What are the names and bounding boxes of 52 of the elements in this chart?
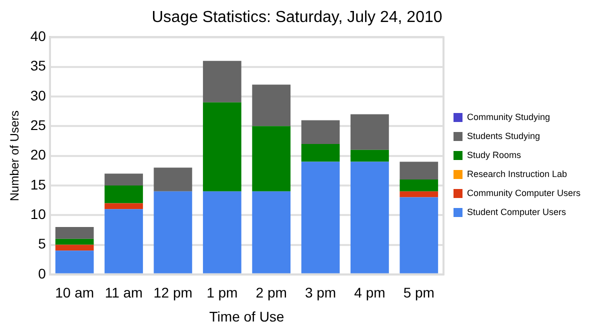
x-tick-label: 11 am: [104, 284, 143, 301]
legend-label: Community Studying: [467, 112, 550, 122]
x-tick-label: 5 pm: [403, 284, 434, 301]
bar: [252, 126, 291, 192]
y-tick-label: 35: [30, 58, 46, 74]
x-tick-label: 4 pm: [354, 284, 386, 301]
y-tick-label: 40: [30, 28, 46, 44]
y-tick-label: 10: [30, 206, 46, 222]
legend-label: Community Computer Users: [467, 188, 582, 198]
y-tick-label: 20: [30, 146, 46, 163]
bar: [55, 250, 94, 274]
legend-label: Students Studying: [467, 130, 540, 141]
x-tick-label: 10 am: [55, 284, 94, 301]
bar: [154, 168, 192, 192]
bar: [350, 150, 389, 162]
bar: [55, 226, 94, 239]
y-tick-label: 15: [30, 176, 46, 192]
bar: [202, 60, 242, 102]
bar: [104, 185, 143, 204]
bar: [104, 203, 143, 210]
x-axis-title: Time of Use: [209, 308, 284, 324]
bar: [400, 197, 438, 274]
legend-label: Study Rooms: [467, 150, 522, 160]
bar: [400, 191, 438, 198]
bar: [55, 238, 94, 245]
bar: [202, 191, 242, 274]
x-tick-label: 2 pm: [256, 284, 287, 301]
bar: [154, 191, 192, 274]
bar: [350, 162, 389, 274]
bar: [301, 120, 340, 144]
bar: [400, 162, 438, 180]
bar: [350, 114, 389, 150]
legend-label: Research Instruction Lab: [467, 168, 568, 179]
y-tick-label: 30: [30, 87, 46, 104]
y-tick-label: 25: [30, 117, 46, 134]
bar: [400, 180, 438, 192]
y-tick-label: 0: [38, 265, 46, 282]
bar: [301, 162, 340, 274]
bar: [104, 209, 143, 274]
chart-title: Usage Statistics: Saturday, July 24, 2010: [152, 9, 442, 26]
x-tick-label: 3 pm: [304, 284, 336, 301]
bar: [252, 191, 291, 274]
x-tick-label: 12 pm: [153, 284, 192, 301]
y-tick-label: 5: [38, 236, 46, 252]
x-tick-label: 1 pm: [206, 284, 238, 301]
bar: [202, 102, 242, 192]
bar: [301, 144, 340, 162]
bar: [55, 244, 94, 251]
legend-label: Student Computer Users: [467, 206, 567, 217]
bar: [252, 84, 291, 126]
bar: [104, 174, 143, 186]
y-axis-title: Number of Users: [8, 110, 22, 202]
